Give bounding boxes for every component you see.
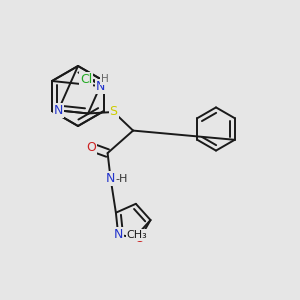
- Text: O: O: [135, 232, 145, 245]
- Text: N: N: [96, 80, 105, 93]
- Text: -H: -H: [116, 174, 128, 184]
- Text: O: O: [86, 141, 96, 154]
- Text: Cl: Cl: [80, 73, 92, 86]
- Text: S: S: [110, 106, 118, 118]
- Text: CH₃: CH₃: [127, 230, 147, 240]
- Text: N: N: [113, 228, 123, 241]
- Text: N: N: [54, 104, 63, 117]
- Text: N: N: [106, 172, 115, 185]
- Text: H: H: [101, 74, 109, 85]
